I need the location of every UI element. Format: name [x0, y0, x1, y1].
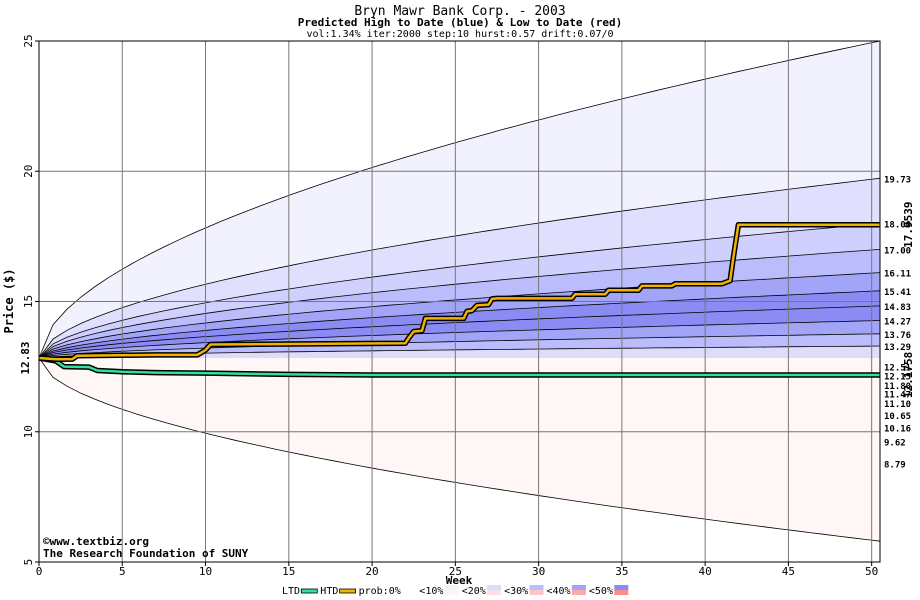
right-label-10: 12.15	[884, 373, 911, 383]
right-label-8: 13.29	[884, 343, 911, 353]
high-band-7	[39, 320, 880, 358]
legend-swatch-bottom-6	[571, 590, 586, 595]
x-tick-label-30: 30	[532, 565, 545, 578]
legend-label-7: <50%	[589, 586, 613, 597]
legend-label-2: prob:0%	[359, 586, 401, 597]
y-tick-label-10: 10	[22, 425, 35, 438]
right-band-labels: 19.73 18.00 17.00 16.11 15.41 14.83 14.27 13.76…	[884, 175, 911, 470]
legend-swatch-bottom-5	[529, 590, 544, 595]
right-label-13: 11.10	[884, 400, 911, 410]
legend-swatch-top-4	[487, 585, 502, 590]
right-label-12: 11.47	[884, 390, 911, 400]
high-band-edge-2	[38, 222, 881, 359]
right-label-11: 11.80	[884, 382, 911, 392]
high-band-edge-1	[38, 177, 881, 359]
right-label-1: 18.00	[884, 220, 911, 230]
grid-lines	[39, 41, 880, 562]
right-label-16: 9.62	[884, 439, 906, 449]
ltd-series-line	[38, 356, 880, 377]
y-tick-label-20: 20	[22, 165, 35, 178]
right-label-5: 14.83	[884, 303, 911, 313]
low-band-9	[39, 358, 880, 542]
y-tick-label-5: 5	[22, 559, 35, 566]
right-label-9: 12.51	[884, 363, 911, 373]
y-tick-label-15: 15	[22, 295, 35, 308]
start-price-label: 12.83	[19, 341, 32, 374]
x-tick-label-50: 50	[865, 565, 878, 578]
high-band-edge-5	[38, 290, 881, 359]
credit-org: The Research Foundation of SUNY	[43, 547, 249, 560]
high-band-edge-6	[38, 305, 881, 359]
x-tick-label-5: 5	[119, 565, 126, 578]
x-tick-label-0: 0	[36, 565, 43, 578]
high-band-edge-3	[38, 249, 881, 359]
right-label-0: 19.73	[884, 175, 911, 185]
legend-swatch-top-5	[529, 585, 544, 590]
legend-swatch-0	[300, 588, 318, 594]
x-tick-label-25: 25	[449, 565, 462, 578]
chart-subtitle: Predicted High to Date (blue) & Low to D…	[298, 16, 623, 29]
right-label-15: 10.16	[884, 425, 911, 435]
htd-end-label: 17.9539	[902, 201, 915, 247]
high-band-9	[39, 346, 880, 358]
legend-swatch-top-6	[571, 585, 586, 590]
chart-title: Bryn Mawr Bank Corp. - 2003	[354, 4, 565, 19]
legend-swatch-bottom-4	[487, 590, 502, 595]
legend-swatch-bottom-7	[614, 590, 629, 595]
high-band-0	[39, 41, 880, 358]
chart-params: vol:1.34% iter:2000 step:10 hurst:0.57 d…	[306, 29, 613, 40]
legend-label-4: <20%	[462, 586, 486, 597]
ltd-end-label: 12.1758	[902, 352, 915, 398]
right-label-2: 17.00	[884, 246, 911, 256]
x-tick-label-20: 20	[365, 565, 378, 578]
legend-label-5: <30%	[504, 586, 528, 597]
high-band-edge-7	[38, 320, 881, 359]
low-band-edge-9	[38, 357, 881, 542]
htd-series-line	[38, 223, 880, 361]
x-tick-label-40: 40	[699, 565, 712, 578]
x-tick-label-15: 15	[282, 565, 295, 578]
legend-swatch-bottom-2	[402, 590, 417, 595]
high-band-4	[39, 272, 880, 358]
legend-label-1: HTD	[320, 586, 338, 597]
x-tick-label-10: 10	[199, 565, 212, 578]
legend-label-3: <10%	[419, 586, 443, 597]
x-tick-label-45: 45	[782, 565, 795, 578]
legend-label-0: LTD	[282, 586, 300, 597]
legend-swatch-1	[339, 588, 357, 594]
legend: LTD HTD prob:0% <10% <20% <30% <40% <50%	[282, 585, 629, 597]
series-lines	[38, 221, 880, 378]
x-axis-label: Week	[446, 574, 473, 587]
high-band-edge-4	[38, 272, 881, 359]
high-band-8	[39, 333, 880, 358]
high-band-3	[39, 249, 880, 358]
right-label-6: 14.27	[884, 318, 911, 328]
x-tick-label-35: 35	[615, 565, 628, 578]
high-band-edge-0	[38, 40, 881, 359]
legend-label-6: <40%	[547, 586, 571, 597]
high-band-5	[39, 290, 880, 358]
probability-bands	[38, 40, 881, 542]
legend-swatch-top-3	[444, 585, 459, 590]
right-label-3: 16.11	[884, 270, 911, 280]
y-tick-label-25: 25	[22, 34, 35, 47]
legend-swatch-bottom-3	[444, 590, 459, 595]
y-axis-label: Price ($)	[2, 268, 16, 333]
high-band-edge-8	[38, 333, 881, 359]
high-band-2	[39, 223, 880, 358]
right-label-7: 13.76	[884, 331, 911, 341]
high-band-6	[39, 305, 880, 358]
credit-url: ©www.textbiz.org	[43, 535, 149, 548]
legend-swatch-top-2	[402, 585, 417, 590]
right-label-14: 10.65	[884, 412, 911, 422]
legend-swatch-top-7	[614, 585, 629, 590]
right-label-4: 15.41	[884, 288, 911, 298]
high-band-1	[39, 178, 880, 358]
right-label-17: 8.79	[884, 460, 906, 470]
